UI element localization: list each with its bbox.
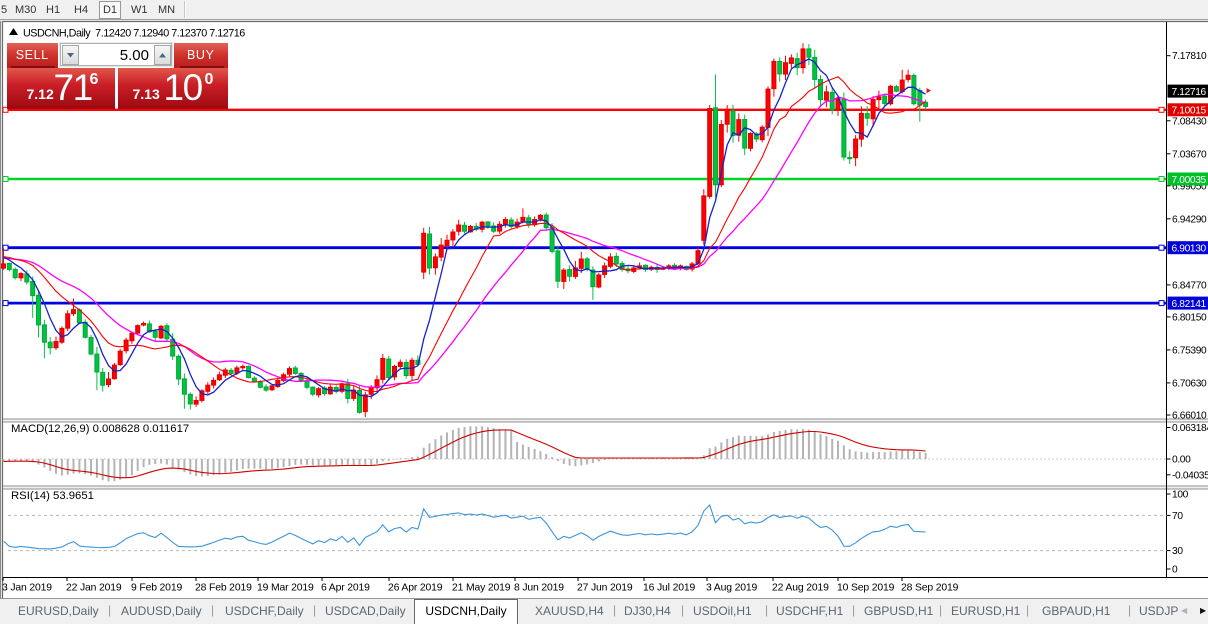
svg-text:6.84770: 6.84770 xyxy=(1172,280,1207,291)
svg-text:6 Apr 2019: 6 Apr 2019 xyxy=(321,583,370,594)
svg-text:9 Feb 2019: 9 Feb 2019 xyxy=(131,583,182,594)
svg-text:7.08430: 7.08430 xyxy=(1172,116,1207,127)
svg-text:26 Apr 2019: 26 Apr 2019 xyxy=(388,583,443,594)
svg-text:28 Feb 2019: 28 Feb 2019 xyxy=(195,583,252,594)
svg-text:6.66010: 6.66010 xyxy=(1172,411,1207,422)
svg-text:3 Aug 2019: 3 Aug 2019 xyxy=(706,583,757,594)
svg-text:0: 0 xyxy=(1172,565,1178,576)
svg-text:6.94290: 6.94290 xyxy=(1172,214,1207,225)
svg-text:22 Aug 2019: 22 Aug 2019 xyxy=(772,583,829,594)
svg-text:7.10015: 7.10015 xyxy=(1172,106,1207,117)
svg-text:21 May 2019: 21 May 2019 xyxy=(452,583,511,594)
svg-text:6.75390: 6.75390 xyxy=(1172,345,1207,356)
svg-text:19 Mar 2019: 19 Mar 2019 xyxy=(257,583,314,594)
svg-text:28 Sep 2019: 28 Sep 2019 xyxy=(901,583,959,594)
svg-text:6.90130: 6.90130 xyxy=(1172,244,1207,255)
svg-text:7.00035: 7.00035 xyxy=(1172,175,1207,186)
svg-text:27 Jun 2019: 27 Jun 2019 xyxy=(577,583,633,594)
svg-text:70: 70 xyxy=(1172,511,1183,522)
svg-text:7.12716: 7.12716 xyxy=(1172,87,1207,98)
svg-text:8 Jun 2019: 8 Jun 2019 xyxy=(514,583,564,594)
svg-text:0.063184: 0.063184 xyxy=(1172,423,1208,434)
svg-text:16 Jul 2019: 16 Jul 2019 xyxy=(643,583,695,594)
svg-text:-0.040355: -0.040355 xyxy=(1172,470,1208,481)
svg-text:3 Jan 2019: 3 Jan 2019 xyxy=(2,583,52,594)
svg-text:0.00: 0.00 xyxy=(1172,455,1191,466)
svg-text:6.80150: 6.80150 xyxy=(1172,312,1207,323)
svg-text:10 Sep 2019: 10 Sep 2019 xyxy=(837,583,895,594)
svg-text:22 Jan 2019: 22 Jan 2019 xyxy=(66,583,122,594)
svg-text:30: 30 xyxy=(1172,546,1183,557)
svg-text:RSI(14) 53.9651: RSI(14) 53.9651 xyxy=(11,490,94,502)
svg-text:6.70630: 6.70630 xyxy=(1172,378,1207,389)
svg-text:7.17810: 7.17810 xyxy=(1172,51,1207,62)
svg-text:MACD(12,26,9) 0.008628 0.01161: MACD(12,26,9) 0.008628 0.011617 xyxy=(11,423,189,435)
svg-text:6.82141: 6.82141 xyxy=(1172,299,1207,310)
svg-text:100: 100 xyxy=(1172,490,1189,501)
svg-text:7.03670: 7.03670 xyxy=(1172,149,1207,160)
svg-text:USDCNH,Daily 7.12420 7.12940: USDCNH,Daily 7.12420 7.12940 7.12370 7.1… xyxy=(23,28,245,40)
